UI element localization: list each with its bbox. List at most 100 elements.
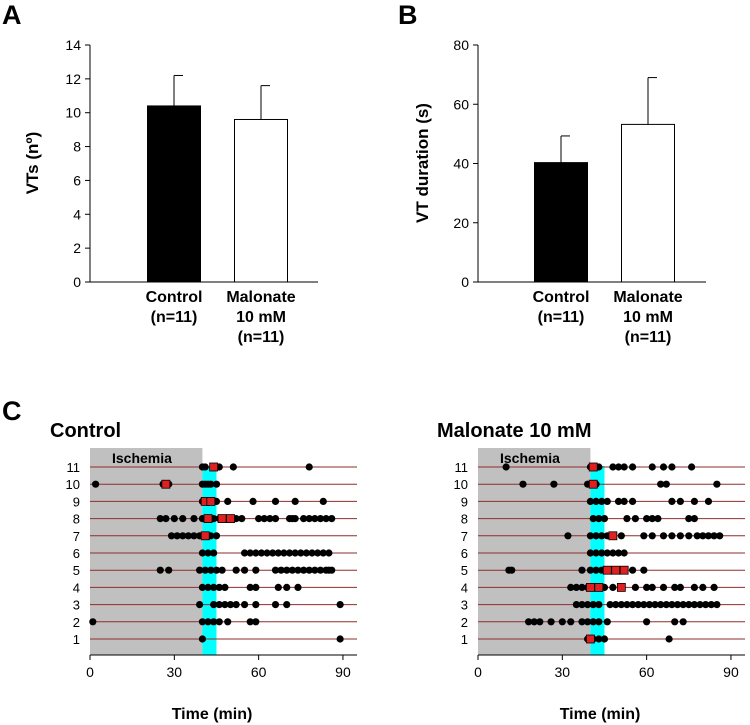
- malonate-event-dot-row-8: [600, 515, 609, 523]
- control-event-dot-row-10: [212, 480, 221, 488]
- malonate-event-dot-row-1: [665, 635, 673, 643]
- panel-a-y-tick-label: 12: [65, 71, 81, 87]
- malonate-event-dot-row-6: [614, 549, 623, 557]
- malonate-event-dot-row-2: [578, 618, 586, 626]
- control-event-dot-row-4: [198, 583, 207, 592]
- panel-a-y-tick-label: 0: [73, 274, 81, 290]
- malonate-event-dot-row-4: [572, 583, 580, 592]
- malonate-event-dot-row-4: [631, 583, 639, 592]
- malonate-event-dot-row-6: [592, 549, 600, 557]
- control-event-dot-row-5: [311, 566, 319, 574]
- control-event-dot-row-3: [283, 601, 291, 609]
- control-event-square-row-11: [209, 462, 219, 472]
- malonate-row-label-7: 7: [461, 529, 468, 544]
- malonate-event-dot-row-2: [567, 618, 575, 626]
- control-event-dot-row-9: [319, 497, 327, 505]
- control-event-dot-row-9: [291, 497, 299, 505]
- malonate-event-dot-row-3: [606, 601, 614, 609]
- control-event-dot-row-2: [224, 618, 232, 626]
- control-event-dot-row-9: [249, 497, 257, 505]
- control-event-dot-row-5: [283, 566, 291, 574]
- panel-a-y-axis-label: VTs (nº): [23, 132, 42, 195]
- control-event-dot-row-8: [305, 515, 313, 523]
- panel-a-category-label-0: (n=11): [151, 309, 198, 326]
- malonate-event-square-row-5: [619, 565, 629, 575]
- malonate-event-dot-row-9: [620, 497, 628, 505]
- control-event-dot-row-7: [167, 532, 176, 540]
- malonate-event-dot-row-3: [617, 601, 625, 609]
- malonate-event-dot-row-7: [699, 532, 707, 540]
- malonate-x-tick-label: 90: [723, 664, 739, 680]
- malonate-event-dot-row-3: [612, 601, 620, 609]
- malonate-x-tick-label: 0: [474, 664, 482, 680]
- malonate-row-label-6: 6: [461, 546, 468, 561]
- control-event-dot-row-6: [274, 549, 282, 557]
- control-event-dot-row-5: [207, 566, 215, 574]
- control-event-dot-row-8: [316, 515, 325, 523]
- control-event-dot-row-6: [210, 549, 218, 557]
- malonate-event-dot-row-9: [592, 497, 600, 505]
- malonate-event-dot-row-8: [595, 515, 603, 523]
- panel-b-y-tick-label: 0: [461, 274, 469, 290]
- malonate-event-dot-row-3: [572, 601, 580, 609]
- control-x-axis-label: Time (min): [172, 706, 253, 723]
- panel-b-category-label-1: (n=11): [625, 329, 672, 346]
- control-event-square-row-8: [217, 514, 227, 523]
- malonate-event-dot-row-2: [530, 618, 538, 626]
- malonate-ischemia-label: Ischemia: [500, 450, 560, 466]
- malonate-event-dot-row-5: [578, 566, 586, 574]
- panel-label-c: C: [2, 396, 22, 426]
- control-event-dot-row-2: [246, 618, 254, 626]
- control-event-dot-row-1: [336, 635, 344, 643]
- malonate-event-dot-row-2: [547, 618, 555, 626]
- panel-b-bar-malonate: [621, 123, 675, 283]
- malonate-event-dot-row-2: [558, 618, 566, 626]
- malonate-event-dot-row-2: [671, 618, 679, 626]
- control-event-dot-row-2: [252, 618, 260, 626]
- control-event-dot-row-2: [215, 618, 223, 626]
- control-event-dot-row-5: [165, 566, 173, 574]
- control-event-dot-row-8: [291, 515, 299, 523]
- panel-a-bar-control: [147, 105, 201, 283]
- malonate-event-dot-row-8: [643, 515, 651, 523]
- malonate-event-dot-row-4: [609, 583, 617, 592]
- control-event-dot-row-3: [271, 601, 280, 609]
- malonate-event-dot-row-7: [704, 532, 713, 540]
- control-event-dot-row-3: [215, 601, 223, 609]
- control-row-label-6: 6: [73, 546, 80, 561]
- control-x-tick-label: 90: [335, 664, 351, 680]
- control-event-dot-row-10: [207, 480, 215, 488]
- control-event-dot-row-8: [255, 515, 263, 523]
- control-event-dot-row-8: [170, 515, 178, 523]
- control-event-dot-row-2: [198, 618, 207, 626]
- malonate-event-dot-row-3: [584, 601, 592, 609]
- control-event-dot-row-5: [316, 566, 325, 574]
- malonate-event-square-row-7: [608, 531, 618, 541]
- panel-a-category-label-1: 10 mM: [236, 309, 286, 326]
- malonate-row-label-3: 3: [461, 598, 468, 613]
- control-event-dot-row-5: [300, 566, 308, 574]
- malonate-event-dot-row-3: [634, 601, 642, 609]
- control-event-dot-row-5: [218, 566, 226, 574]
- control-event-dot-row-8: [238, 515, 246, 523]
- malonate-event-dot-row-7: [716, 532, 724, 540]
- malonate-row-label-2: 2: [461, 615, 468, 630]
- malonate-event-dot-row-2: [643, 618, 651, 626]
- malonate-event-dot-row-9: [614, 497, 623, 505]
- malonate-event-dot-row-3: [628, 601, 637, 609]
- control-event-dot-row-3: [336, 601, 344, 609]
- control-x-tick-label: 0: [86, 664, 94, 680]
- malonate-event-dot-row-3: [696, 601, 704, 609]
- malonate-reperfusion-band: [590, 466, 605, 655]
- malonate-event-dot-row-10: [713, 480, 721, 488]
- control-event-dot-row-6: [280, 549, 288, 557]
- control-event-square-row-8: [226, 514, 235, 523]
- malonate-event-square-row-1: [586, 634, 595, 644]
- malonate-event-dot-row-3: [690, 601, 699, 609]
- control-reperfusion-band: [202, 466, 217, 655]
- panel-b-bar-control: [534, 162, 588, 283]
- panel-a-category-label-1: Malonate: [226, 289, 295, 306]
- panel-b-y-tick-label: 40: [453, 156, 469, 172]
- panel-a-y-tick-label: 14: [65, 37, 81, 53]
- panel-b-y-tick-label: 20: [453, 215, 469, 231]
